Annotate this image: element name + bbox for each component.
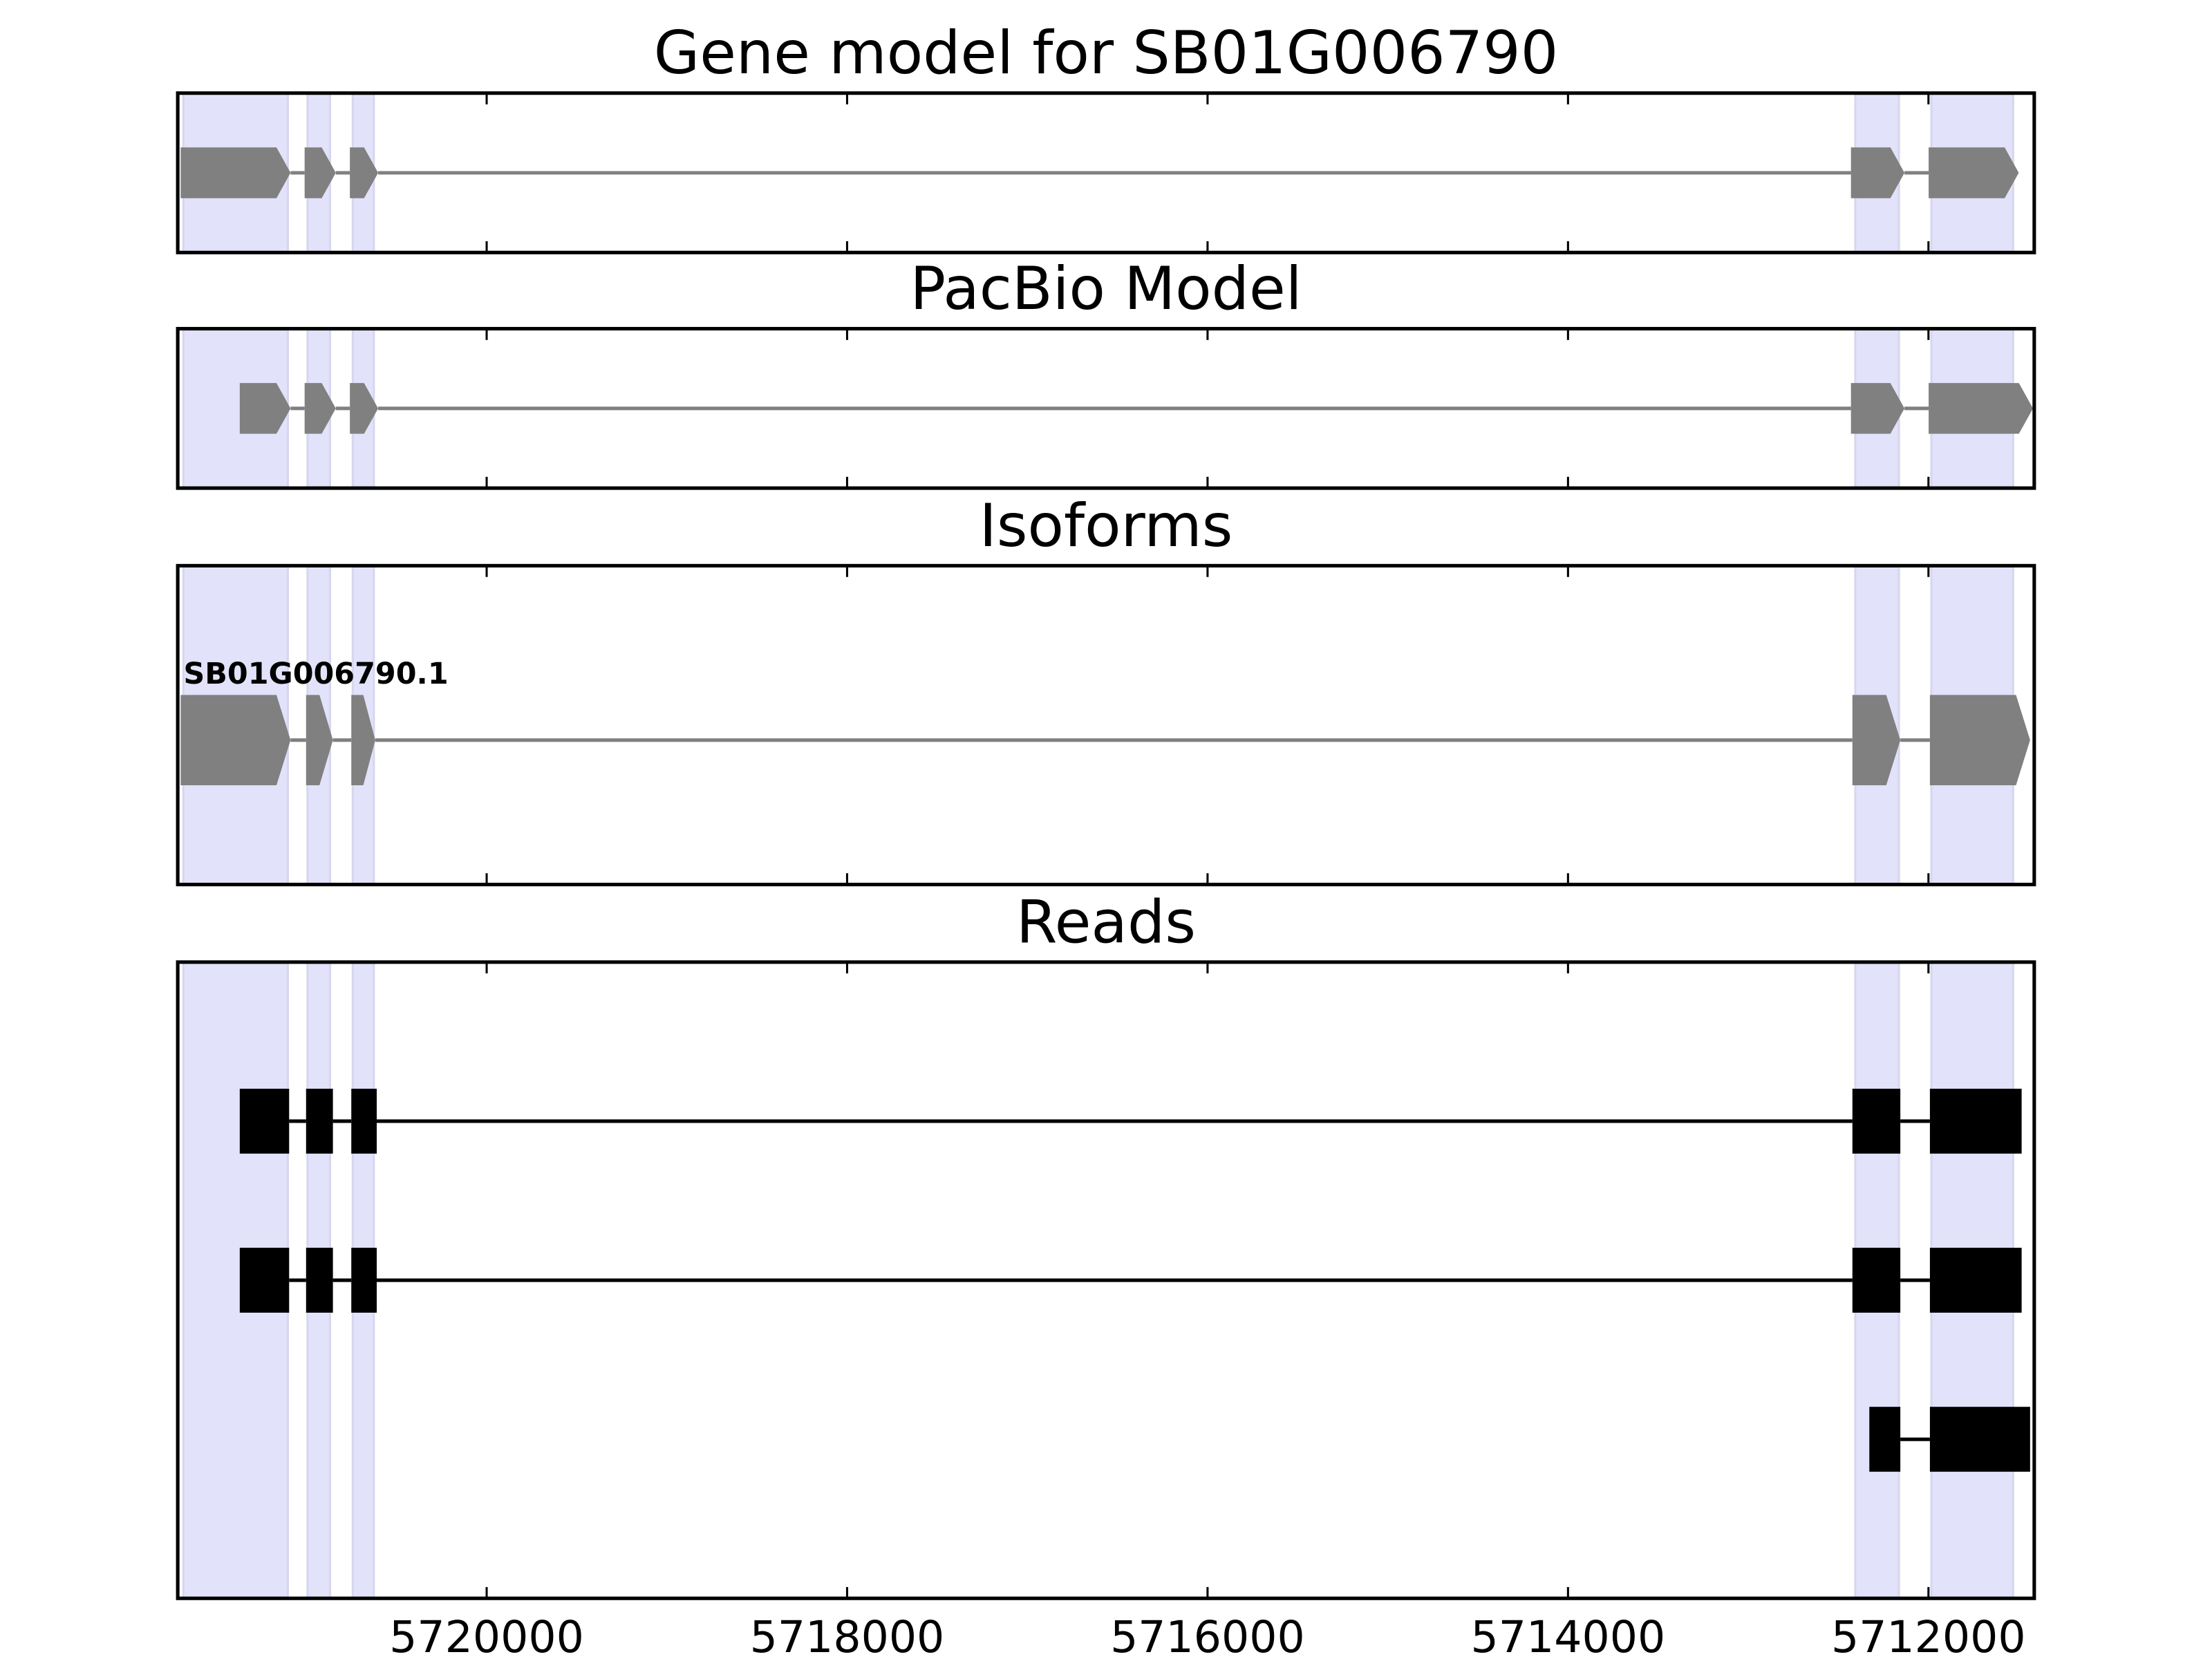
exon <box>351 1248 377 1313</box>
exon <box>1929 147 2019 198</box>
x-tick-label: 5714000 <box>1471 1611 1666 1659</box>
exon <box>1850 383 1905 434</box>
exon <box>239 1089 290 1154</box>
exon <box>350 147 379 198</box>
x-tick-label: 5718000 <box>750 1611 945 1659</box>
exon <box>1869 1407 1901 1472</box>
isoform-label: SB01G006790.1 <box>183 657 448 691</box>
exon <box>239 383 291 434</box>
panel-title: Reads <box>1016 888 1196 957</box>
panel-title: Gene model for SB01G006790 <box>654 19 1558 88</box>
exon <box>1850 147 1905 198</box>
exon <box>1929 1407 2030 1472</box>
exon <box>1852 1089 1901 1154</box>
exon <box>239 1248 290 1313</box>
exon <box>304 383 336 434</box>
panel-title: PacBio Model <box>910 254 1302 324</box>
x-tick-label: 5716000 <box>1110 1611 1305 1659</box>
exon <box>180 695 291 785</box>
x-tick-label: 5712000 <box>1831 1611 2026 1659</box>
exon <box>1929 383 2034 434</box>
exon <box>1852 695 1901 785</box>
panel-title: Isoforms <box>980 491 1233 561</box>
exon <box>1929 1089 2022 1154</box>
panel-frame <box>176 960 2036 1600</box>
exon <box>1929 695 2030 785</box>
exon <box>351 1089 377 1154</box>
exon <box>180 147 291 198</box>
exon <box>304 147 336 198</box>
exon <box>350 383 379 434</box>
panel-frame <box>176 563 2036 887</box>
exon <box>1852 1248 1901 1313</box>
exon <box>1929 1248 2022 1313</box>
exon <box>306 1248 333 1313</box>
exon <box>306 1089 333 1154</box>
panel-frame <box>176 326 2036 490</box>
panel-frame <box>176 91 2036 254</box>
x-tick-label: 5720000 <box>389 1611 584 1659</box>
